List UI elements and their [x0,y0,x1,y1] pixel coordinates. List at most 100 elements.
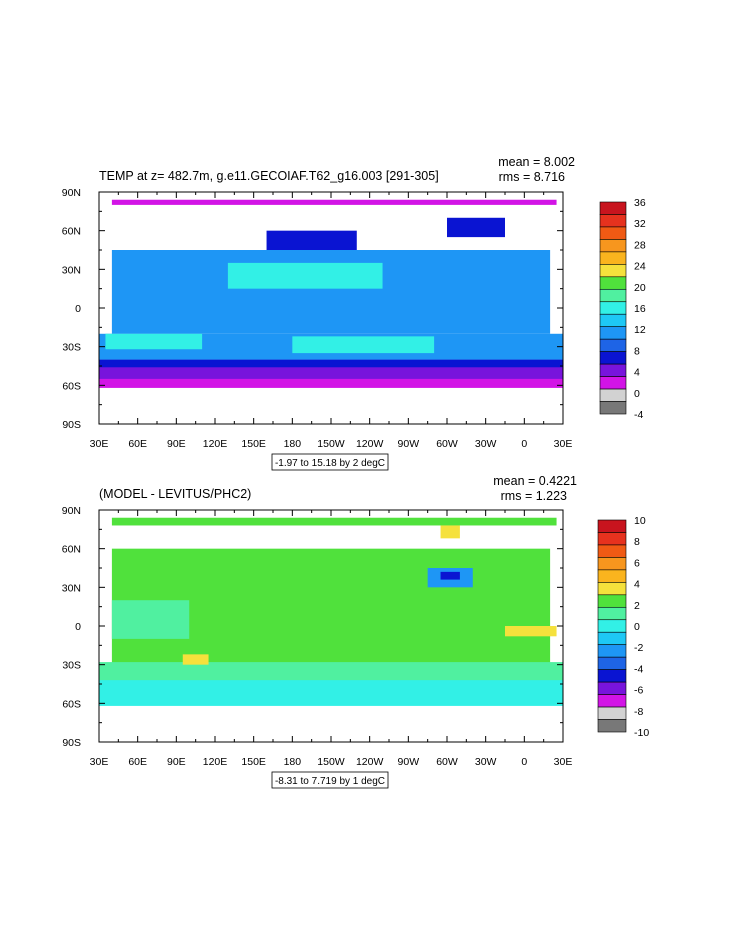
map-region-8 [440,571,460,580]
x-tick-label: 30E [90,756,109,768]
colorbar-label: -4 [634,409,643,421]
y-tick-label: 30N [62,264,81,276]
colorbar-box [599,326,627,340]
panel-temp-axes: 30E 60E 90E 120E 150E 180 150W 120W 90W 60W 30W 0 30… [62,187,573,450]
colorbar-label: 4 [634,579,640,591]
panel-temp: TEMP at z= 482.7m, g.e11.GECOIAF.T62_g16… [62,155,646,471]
x-tick-label: 90W [398,438,420,450]
panel-diff-contour-info: -8.31 to 7.719 by 1 degC [275,776,385,787]
colorbar-label: -6 [634,685,643,697]
x-tick-label: 150E [241,438,266,450]
y-tick-label: 60S [62,380,81,392]
colorbar-box [599,351,627,365]
colorbar-box [599,376,627,390]
x-tick-label: 60E [128,756,147,768]
panel-diff-mean: mean = 0.4221 [493,474,577,488]
x-tick-label: 120W [356,438,384,450]
colorbar-box [597,694,627,708]
colorbar-box [597,544,627,558]
map-region-3 [99,359,563,368]
x-tick-label: 60E [128,438,147,450]
colorbar-label: -2 [634,642,643,654]
colorbar-box [597,582,627,596]
colorbar-box [599,201,627,215]
panel-diff-title: (MODEL - LEVITUS/PHC2) [99,487,251,501]
map-region-7 [105,333,203,350]
colorbar-label: 28 [634,239,646,251]
map-region-5 [182,654,209,665]
map-region-10 [447,217,505,238]
y-tick-label: 30N [62,582,81,594]
map-region-6 [505,626,557,637]
y-tick-label: 90S [62,737,81,749]
colorbar-box [597,656,627,670]
panel-diff-axes: 30E 60E 90E 120E 150E 180 150W 120W 90W 60W 30W 0 30… [62,505,573,768]
panel-temp-contour-info: -1.97 to 15.18 by 2 degC [275,458,385,469]
y-tick-label: 30S [62,660,81,672]
map-region-9 [440,525,460,539]
y-tick-label: 30S [62,342,81,354]
x-tick-label: 120W [356,756,384,768]
colorbar-label: 32 [634,218,646,230]
colorbar-box [597,569,627,583]
colorbar-box [597,681,627,695]
x-tick-label: 60W [436,756,458,768]
colorbar-box [599,214,627,228]
colorbar-label: -8 [634,706,643,718]
panel-temp-contour-info-box [271,453,389,471]
colorbar-label: 36 [634,197,646,209]
colorbar-label: 10 [634,515,646,527]
x-tick-label: 120E [203,756,228,768]
colorbar-label: 8 [634,345,640,357]
x-tick-label: 90E [167,756,186,768]
map-region-6 [292,336,435,354]
x-tick-label: 150W [317,756,345,768]
x-tick-label: 60W [436,438,458,450]
x-tick-label: 120E [203,438,228,450]
x-tick-label: 180 [284,756,302,768]
colorbar-label: 12 [634,324,646,336]
y-tick-label: 60S [62,698,81,710]
panel-temp-colorbar: 36 32 28 24 20 16 12 8 4 0 -4 [599,197,646,421]
colorbar-label: 24 [634,261,646,273]
x-tick-label: 30W [475,756,497,768]
colorbar-label: 20 [634,282,646,294]
panel-temp-mean: mean = 8.002 [498,155,575,169]
panel-temp-rms: rms = 8.716 [499,170,565,184]
x-tick-label: 0 [521,756,527,768]
colorbar-box [597,557,627,571]
x-tick-label: 30E [554,756,573,768]
colorbar-label: 8 [634,536,640,548]
colorbar-box [599,313,627,328]
colorbar-label: 0 [634,388,640,400]
map-region-2 [99,662,563,684]
colorbar-box [599,338,627,352]
y-tick-label: 90N [62,187,81,199]
colorbar-label: 0 [634,621,640,633]
map-region-8 [227,262,383,289]
map-region-2 [99,366,563,379]
colorbar-box [599,401,627,415]
colorbar-box [599,226,627,240]
colorbar-box [599,276,627,290]
colorbar-box [599,301,627,315]
panel-diff-map [99,517,563,706]
colorbar-label: -4 [634,663,643,675]
y-tick-label: 60N [62,226,81,238]
x-tick-label: 180 [284,438,302,450]
colorbar-label: 4 [634,367,640,379]
colorbar-label: -10 [634,727,649,739]
colorbar-box [597,594,627,608]
panel-diff-rms: rms = 1.223 [501,489,567,503]
x-tick-label: 30E [554,438,573,450]
colorbar-box [597,719,627,733]
colorbar-box [599,288,627,303]
colorbar-box [597,519,627,533]
x-tick-label: 30W [475,438,497,450]
panel-diff-colorbar: 10 8 6 4 2 0 -2 -4 -6 -8 -10 [597,515,649,739]
panel-temp-title: TEMP at z= 482.7m, g.e11.GECOIAF.T62_g16… [99,169,439,183]
colorbar-box [597,619,627,633]
panel-temp-map [99,199,563,388]
colorbar-box [599,363,627,377]
